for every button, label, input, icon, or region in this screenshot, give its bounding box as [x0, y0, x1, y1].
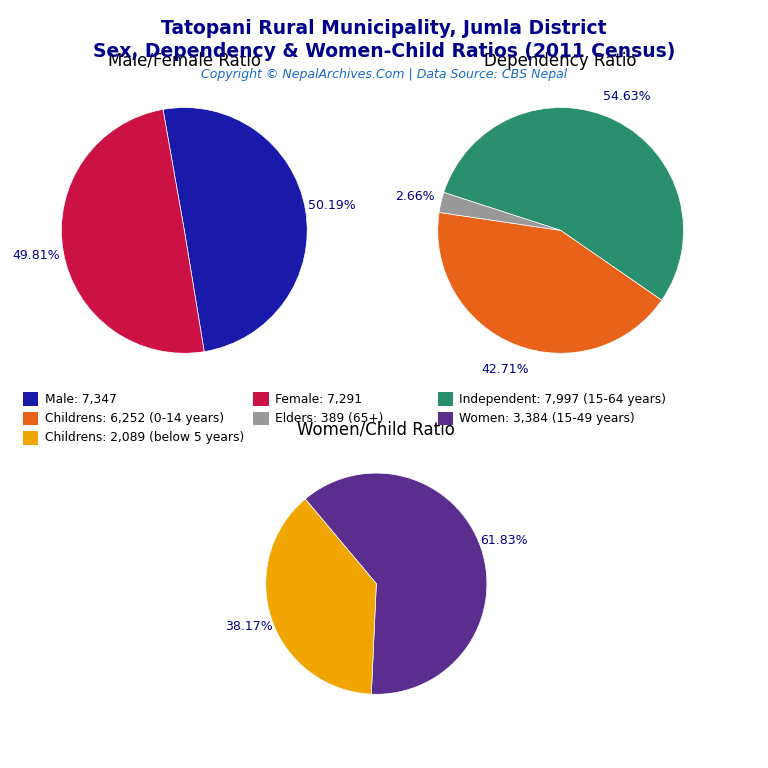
Text: 49.81%: 49.81%	[13, 249, 61, 262]
Text: Female: 7,291: Female: 7,291	[275, 393, 362, 406]
Wedge shape	[439, 193, 561, 230]
Text: 38.17%: 38.17%	[225, 621, 273, 634]
Text: Childrens: 6,252 (0-14 years): Childrens: 6,252 (0-14 years)	[45, 412, 223, 425]
Text: 42.71%: 42.71%	[482, 363, 529, 376]
Wedge shape	[438, 213, 662, 353]
Text: Male: 7,347: Male: 7,347	[45, 393, 116, 406]
Text: Sex, Dependency & Women-Child Ratios (2011 Census): Sex, Dependency & Women-Child Ratios (20…	[93, 42, 675, 61]
Text: 54.63%: 54.63%	[604, 90, 651, 103]
Text: Independent: 7,997 (15-64 years): Independent: 7,997 (15-64 years)	[459, 393, 667, 406]
Wedge shape	[444, 108, 684, 300]
Wedge shape	[61, 109, 204, 353]
Title: Male/Female Ratio: Male/Female Ratio	[108, 51, 261, 70]
Title: Women/Child Ratio: Women/Child Ratio	[297, 420, 455, 439]
Text: 61.83%: 61.83%	[480, 534, 528, 547]
Text: 2.66%: 2.66%	[395, 190, 435, 203]
Text: Childrens: 2,089 (below 5 years): Childrens: 2,089 (below 5 years)	[45, 432, 243, 444]
Text: Elders: 389 (65+): Elders: 389 (65+)	[275, 412, 383, 425]
Text: 50.19%: 50.19%	[308, 199, 356, 212]
Wedge shape	[305, 473, 487, 694]
Wedge shape	[266, 499, 376, 694]
Text: Tatopani Rural Municipality, Jumla District: Tatopani Rural Municipality, Jumla Distr…	[161, 19, 607, 38]
Wedge shape	[163, 108, 307, 352]
Title: Dependency Ratio: Dependency Ratio	[485, 51, 637, 70]
Text: Copyright © NepalArchives.Com | Data Source: CBS Nepal: Copyright © NepalArchives.Com | Data Sou…	[201, 68, 567, 81]
Text: Women: 3,384 (15-49 years): Women: 3,384 (15-49 years)	[459, 412, 635, 425]
